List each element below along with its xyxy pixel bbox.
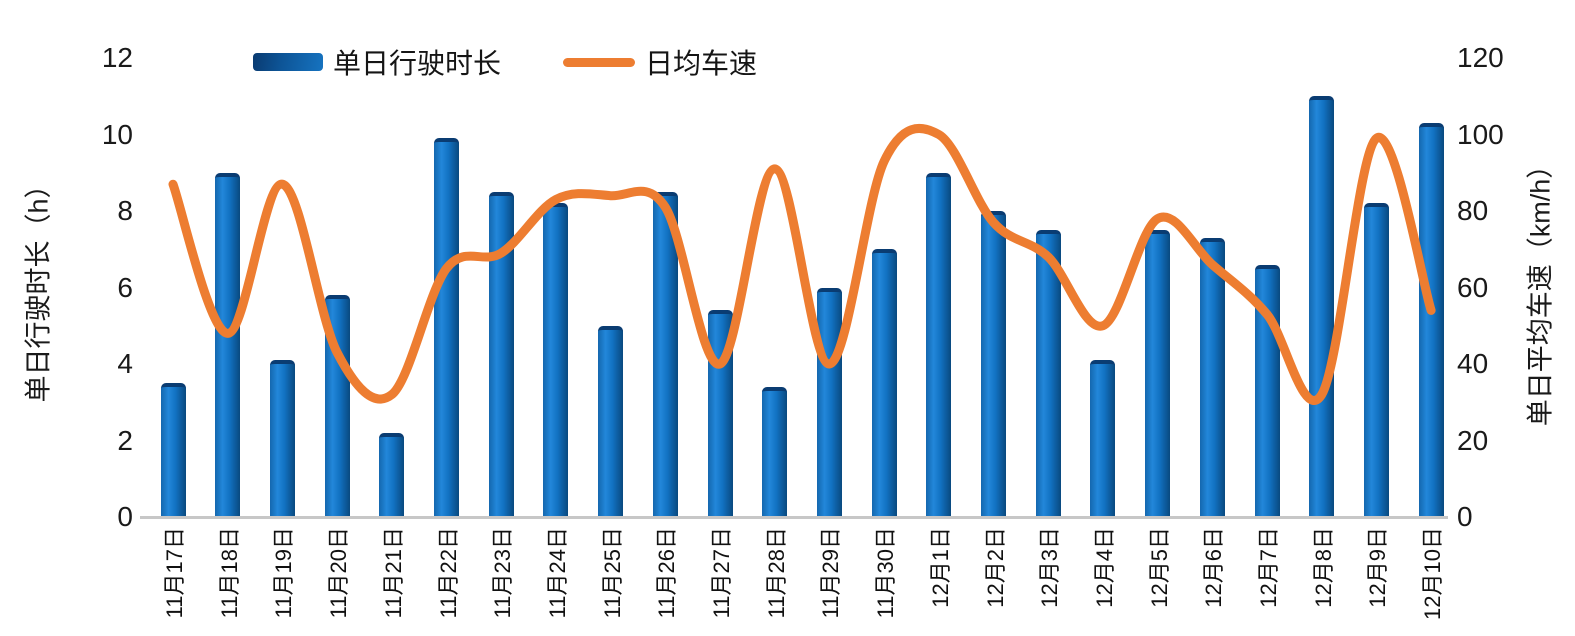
bar-11月30日 [871,249,897,517]
legend: 单日行驶时长 日均车速 [253,42,757,82]
x-label-11月25日: 11月25日 [599,527,625,619]
x-label-11月22日: 11月22日 [435,527,461,619]
bar-11月19日 [269,360,295,517]
bar-12月2日 [981,211,1006,517]
x-label-12月6日: 12月6日 [1201,527,1227,608]
left-tick-10: 10 [101,118,133,150]
x-label-11月24日: 11月24日 [544,527,570,619]
bar-11月21日 [379,432,405,517]
bar-11月22日 [434,138,459,517]
x-label-12月1日: 12月1日 [927,527,953,608]
x-axis-line [140,516,1448,519]
bar-12月5日 [1145,230,1171,517]
bar-11月17日 [160,383,186,517]
x-label-11月23日: 11月23日 [490,527,516,619]
right-tick-0: 0 [1457,501,1473,532]
left-tick-0: 0 [117,501,133,532]
x-label-12月10日: 12月10日 [1420,527,1446,620]
x-label-11月27日: 11月27日 [709,527,734,619]
right-tick-60: 60 [1457,271,1489,303]
x-label-12月7日: 12月7日 [1256,527,1281,608]
x-label-11月21日: 11月21日 [380,527,406,619]
x-label-11月17日: 11月17日 [162,527,187,619]
bar-11月26日 [652,191,678,517]
bar-11月29日 [816,287,842,517]
x-label-11月19日: 11月19日 [271,527,297,619]
x-label-12月5日: 12月5日 [1146,527,1172,608]
left-tick-2: 2 [117,424,133,456]
right-tick-80: 80 [1457,195,1489,226]
bar-12月8日 [1309,96,1335,517]
legend-item-driving-hours: 单日行驶时长 [253,42,501,82]
bar-12月1日 [926,172,952,517]
left-tick-8: 8 [117,195,133,226]
x-label-11月29日: 11月29日 [818,527,844,619]
x-label-12月9日: 12月9日 [1365,527,1391,608]
x-label-12月3日: 12月3日 [1037,527,1063,608]
left-tick-6: 6 [117,271,133,303]
x-label-12月8日: 12月8日 [1310,527,1336,608]
right-tick-100: 100 [1457,118,1504,150]
x-label-12月4日: 12月4日 [1091,527,1117,608]
left-tick-12: 12 [101,42,133,73]
bar-12月3日 [1035,230,1061,517]
bar-11月28日 [762,386,788,517]
bar-12月6日 [1199,237,1225,517]
legend-label-driving-hours: 单日行驶时长 [333,48,502,79]
x-label-11月26日: 11月26日 [654,527,680,619]
line-series-swatch-icon [563,57,636,67]
bar-12月4日 [1090,360,1116,517]
bar-series-swatch-icon [253,53,323,71]
right-tick-40: 40 [1457,348,1489,379]
x-label-11月30日: 11月30日 [873,527,899,619]
x-label-11月28日: 11月28日 [763,527,789,619]
legend-item-avg-speed: 日均车速 [563,42,757,82]
x-label-11月20日: 11月20日 [326,527,352,619]
right-tick-20: 20 [1457,424,1489,456]
legend-label-avg-speed: 日均车速 [645,48,758,79]
bar-11月24日 [543,203,569,517]
x-label-12月2日: 12月2日 [982,527,1008,608]
right-tick-120: 120 [1457,42,1504,73]
bar-12月9日 [1363,203,1389,517]
x-label-11月18日: 11月18日 [216,527,242,619]
bar-11月18日 [215,172,241,517]
left-tick-4: 4 [117,348,133,379]
bar-11月25日 [598,325,624,517]
bar-12月10日 [1418,123,1444,517]
avg-speed-line [168,123,1436,405]
